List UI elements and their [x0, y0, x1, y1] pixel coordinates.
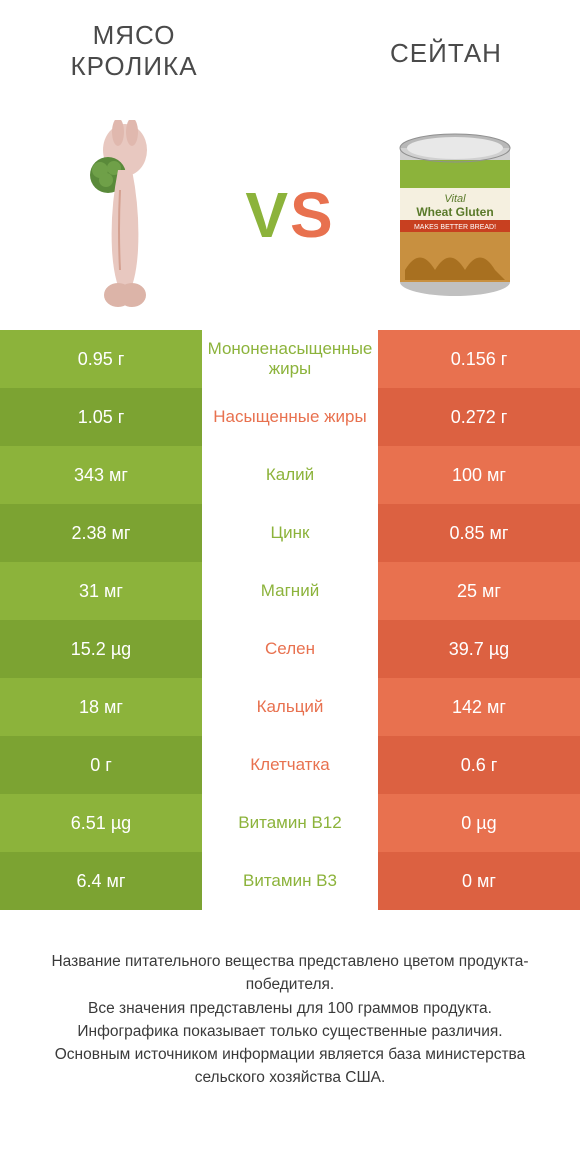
left-value: 1.05 г: [0, 388, 202, 446]
left-value: 2.38 мг: [0, 504, 202, 562]
right-value: 39.7 µg: [378, 620, 580, 678]
table-row: 0 гКлетчатка0.6 г: [0, 736, 580, 794]
svg-text:Vital: Vital: [444, 193, 466, 205]
svg-text:MAKES BETTER BREAD!: MAKES BETTER BREAD!: [414, 224, 496, 231]
nutrient-label: Магний: [202, 562, 378, 620]
right-value: 0.156 г: [378, 330, 580, 388]
left-value: 31 мг: [0, 562, 202, 620]
footer-line: Все значения представлены для 100 граммо…: [20, 997, 560, 1020]
left-value: 6.51 µg: [0, 794, 202, 852]
vs-label: VS: [245, 178, 334, 252]
table-row: 6.4 мгВитамин B30 мг: [0, 852, 580, 910]
left-value: 6.4 мг: [0, 852, 202, 910]
footer-line: Основным источником информации является …: [20, 1043, 560, 1090]
right-value: 100 мг: [378, 446, 580, 504]
right-value: 0.272 г: [378, 388, 580, 446]
svg-text:Wheat Gluten: Wheat Gluten: [416, 205, 493, 219]
table-row: 15.2 µgСелен39.7 µg: [0, 620, 580, 678]
footer-notes: Название питательного вещества представл…: [0, 910, 580, 1090]
table-row: 1.05 гНасыщенные жиры0.272 г: [0, 388, 580, 446]
nutrient-label: Витамин B3: [202, 852, 378, 910]
table-row: 2.38 мгЦинк0.85 мг: [0, 504, 580, 562]
left-value: 18 мг: [0, 678, 202, 736]
right-value: 25 мг: [378, 562, 580, 620]
seitan-can-image: Vital Wheat Gluten MAKES BETTER BREAD!: [380, 115, 530, 315]
left-value: 343 мг: [0, 446, 202, 504]
nutrient-label: Цинк: [202, 504, 378, 562]
nutrient-label: Витамин B12: [202, 794, 378, 852]
footer-line: Инфографика показывает только существенн…: [20, 1020, 560, 1043]
table-row: 31 мгМагний25 мг: [0, 562, 580, 620]
right-value: 0 мг: [378, 852, 580, 910]
left-value: 0.95 г: [0, 330, 202, 388]
table-row: 6.51 µgВитамин B120 µg: [0, 794, 580, 852]
rabbit-meat-image: [50, 115, 200, 315]
right-product-title: СЕЙТАН: [342, 20, 550, 69]
nutrient-label: Кальций: [202, 678, 378, 736]
right-value: 142 мг: [378, 678, 580, 736]
left-value: 0 г: [0, 736, 202, 794]
nutrient-label: Селен: [202, 620, 378, 678]
table-row: 343 мгКалий100 мг: [0, 446, 580, 504]
table-row: 18 мгКальций142 мг: [0, 678, 580, 736]
right-value: 0.6 г: [378, 736, 580, 794]
footer-line: Название питательного вещества представл…: [20, 950, 560, 997]
nutrient-label: Мононенасыщенные жиры: [202, 330, 378, 388]
table-row: 0.95 гМононенасыщенные жиры0.156 г: [0, 330, 580, 388]
comparison-table: 0.95 гМононенасыщенные жиры0.156 г1.05 г…: [0, 330, 580, 910]
right-value: 0.85 мг: [378, 504, 580, 562]
header: МЯСО КРОЛИКА СЕЙТАН: [0, 0, 580, 100]
nutrient-label: Клетчатка: [202, 736, 378, 794]
nutrient-label: Калий: [202, 446, 378, 504]
left-value: 15.2 µg: [0, 620, 202, 678]
images-row: VS Vital Wheat Gluten MAKES BETTER BREAD…: [0, 100, 580, 330]
left-product-title: МЯСО КРОЛИКА: [30, 20, 238, 82]
right-value: 0 µg: [378, 794, 580, 852]
nutrient-label: Насыщенные жиры: [202, 388, 378, 446]
